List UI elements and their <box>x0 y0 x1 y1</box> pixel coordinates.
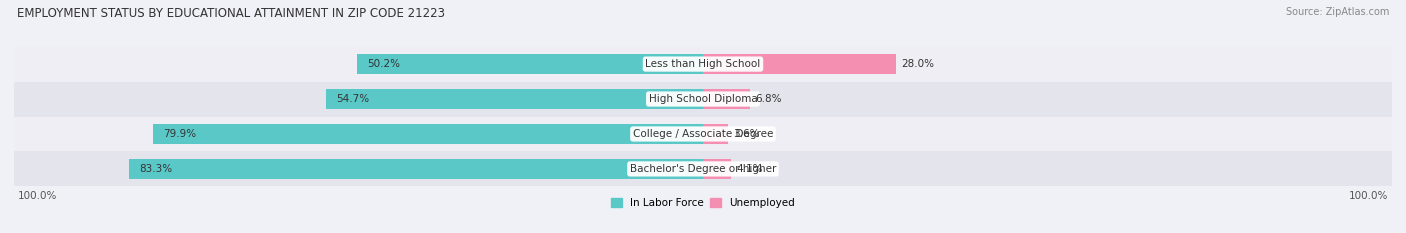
Bar <box>703 54 896 74</box>
Bar <box>357 54 703 74</box>
Bar <box>152 124 703 144</box>
Bar <box>14 151 1392 186</box>
Bar <box>14 82 1392 116</box>
Bar <box>326 89 703 109</box>
Text: High School Diploma: High School Diploma <box>648 94 758 104</box>
Text: Less than High School: Less than High School <box>645 59 761 69</box>
Text: 79.9%: 79.9% <box>163 129 195 139</box>
Text: Source: ZipAtlas.com: Source: ZipAtlas.com <box>1285 7 1389 17</box>
Text: 100.0%: 100.0% <box>1350 191 1389 201</box>
Text: 83.3%: 83.3% <box>139 164 173 174</box>
Bar <box>703 159 731 179</box>
Text: EMPLOYMENT STATUS BY EDUCATIONAL ATTAINMENT IN ZIP CODE 21223: EMPLOYMENT STATUS BY EDUCATIONAL ATTAINM… <box>17 7 444 20</box>
Bar <box>703 89 749 109</box>
Bar <box>129 159 703 179</box>
Text: 4.1%: 4.1% <box>737 164 763 174</box>
Text: 100.0%: 100.0% <box>17 191 56 201</box>
Bar <box>14 47 1392 82</box>
Text: 6.8%: 6.8% <box>755 94 782 104</box>
Legend: In Labor Force, Unemployed: In Labor Force, Unemployed <box>607 194 799 212</box>
Text: 28.0%: 28.0% <box>901 59 935 69</box>
Text: 54.7%: 54.7% <box>336 94 370 104</box>
Text: Bachelor's Degree or higher: Bachelor's Degree or higher <box>630 164 776 174</box>
Bar <box>703 124 728 144</box>
Bar <box>14 116 1392 151</box>
Text: 3.6%: 3.6% <box>734 129 759 139</box>
Text: College / Associate Degree: College / Associate Degree <box>633 129 773 139</box>
Text: 50.2%: 50.2% <box>367 59 401 69</box>
